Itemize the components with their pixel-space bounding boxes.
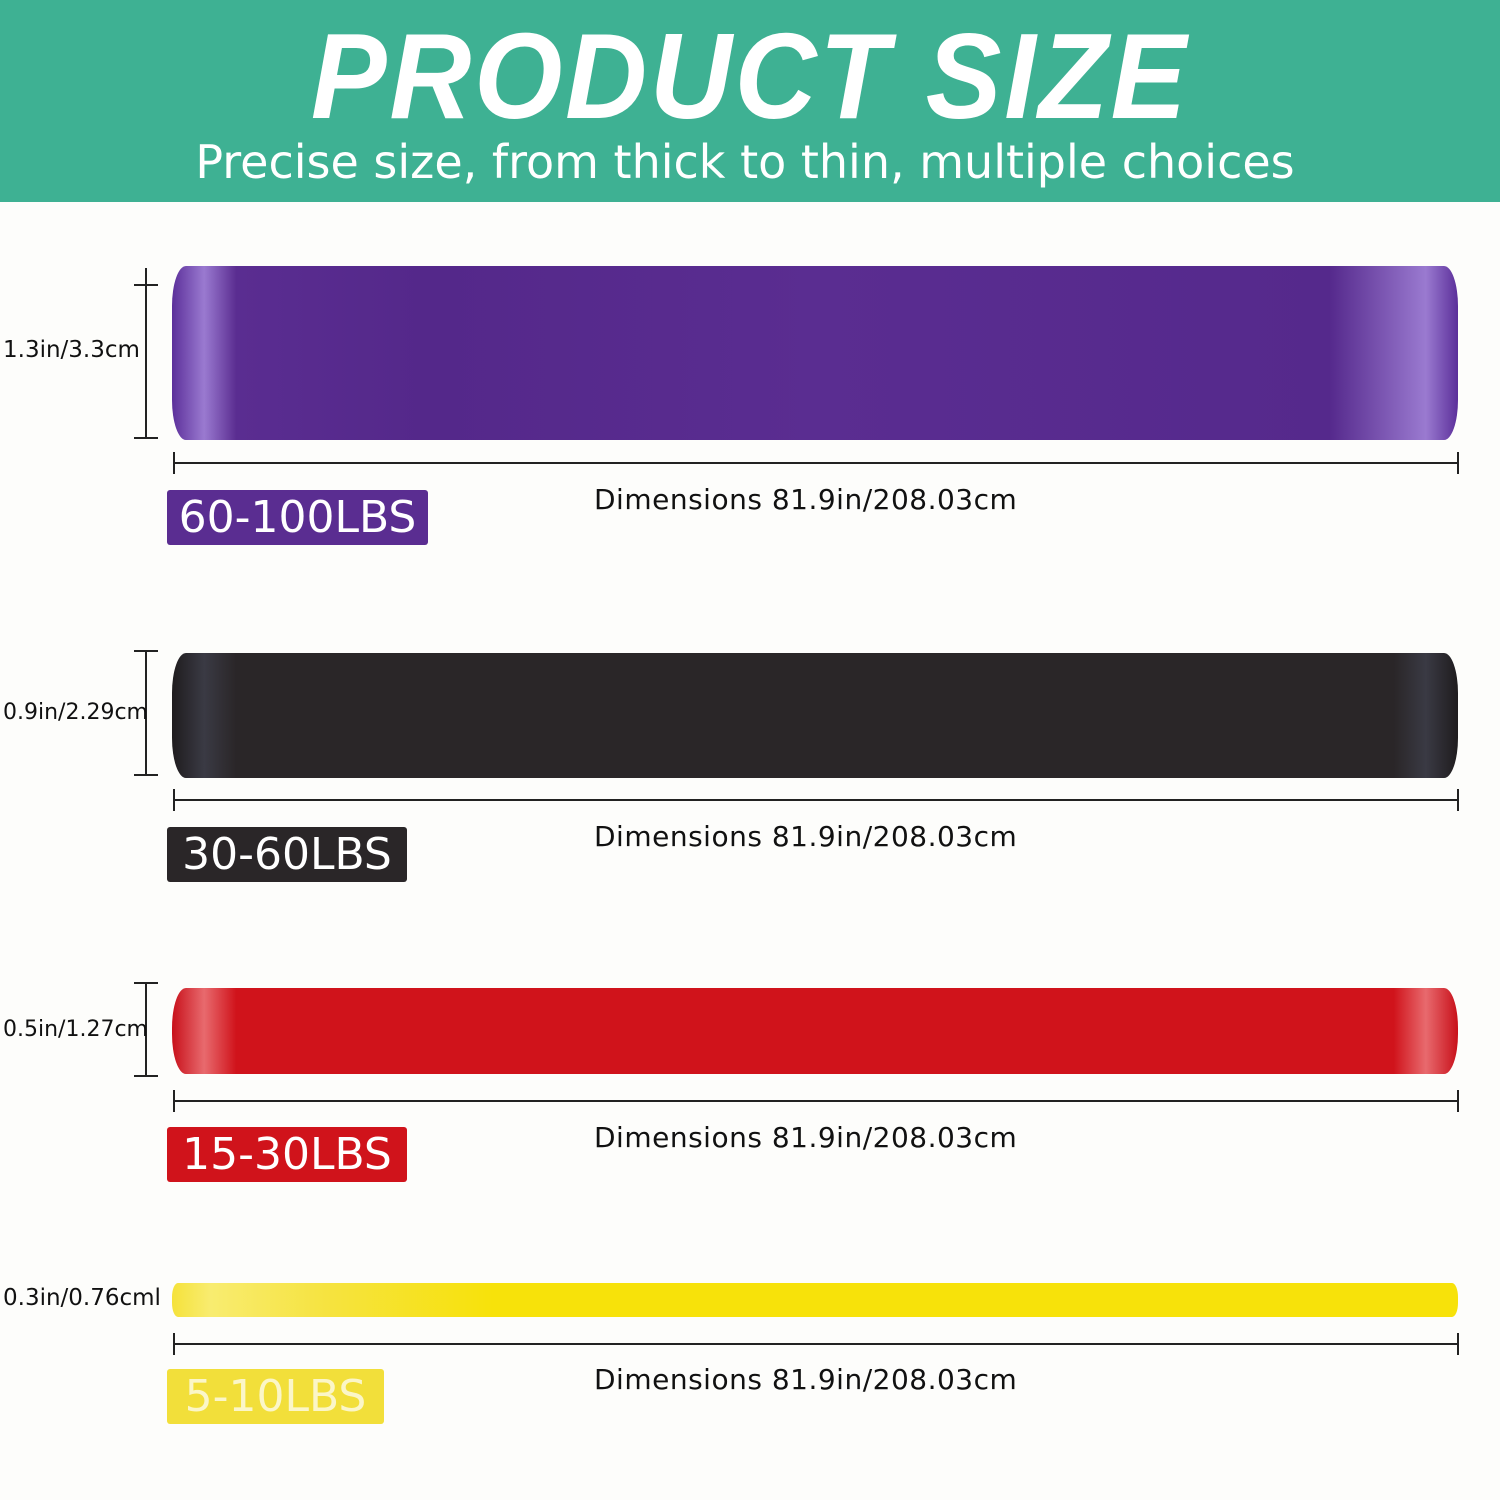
page-subtitle: Precise size, from thick to thin, multip… [195,135,1295,189]
dimensions-label: Dimensions 81.9in/208.03cm [594,1121,1018,1154]
thickness-line [145,650,147,775]
length-tick [173,452,175,474]
thickness-tick [134,982,158,984]
yellow-band [172,1283,1458,1317]
length-tick [1457,1090,1459,1112]
length-line [174,799,1459,801]
purple-band [172,266,1458,440]
length-tick [173,789,175,811]
red-band [172,988,1458,1074]
length-tick [1457,452,1459,474]
thickness-tick [134,1075,158,1077]
length-line [174,462,1459,464]
dimensions-label: Dimensions 81.9in/208.03cm [594,820,1018,853]
length-tick [1457,1333,1459,1355]
thickness-label: 0.9in/2.29cm [3,700,148,725]
dimensions-label: Dimensions 81.9in/208.03cm [594,1363,1018,1396]
dimensions-label: Dimensions 81.9in/208.03cm [594,483,1018,516]
thickness-line [145,982,147,1076]
thickness-tick [134,284,158,286]
resistance-badge: 15-30LBS [167,1127,407,1182]
thickness-line [145,268,147,438]
thickness-tick [134,650,158,652]
length-line [174,1100,1459,1102]
thickness-tick [134,774,158,776]
thickness-tick [134,437,158,439]
thickness-label: 1.3in/3.3cm [3,337,140,363]
page-title: PRODUCT SIZE [310,8,1190,144]
black-band [172,653,1458,778]
length-tick [173,1333,175,1355]
resistance-badge: 60-100LBS [167,490,428,545]
thickness-label: 0.3in/0.76cml [3,1285,161,1311]
length-line [174,1343,1459,1345]
length-tick [173,1090,175,1112]
header-banner: PRODUCT SIZE Precise size, from thick to… [0,0,1500,202]
resistance-badge: 5-10LBS [167,1369,384,1424]
resistance-badge: 30-60LBS [167,827,407,882]
thickness-label: 0.5in/1.27cm [3,1017,148,1042]
length-tick [1457,789,1459,811]
